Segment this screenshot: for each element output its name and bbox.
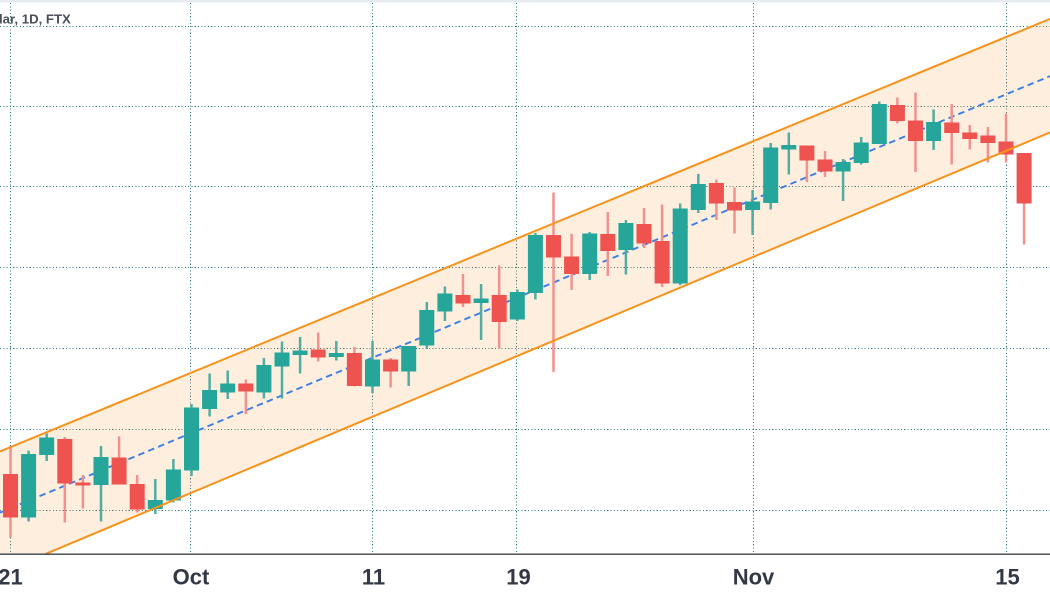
svg-text:Nov: Nov (733, 565, 775, 590)
svg-text:21: 21 (0, 565, 23, 590)
svg-text:lar, 1D, FTX: lar, 1D, FTX (0, 12, 71, 27)
svg-text:11: 11 (362, 565, 385, 590)
svg-text:Oct: Oct (173, 565, 210, 590)
svg-text:15: 15 (995, 565, 1019, 590)
svg-text:19: 19 (506, 565, 530, 590)
